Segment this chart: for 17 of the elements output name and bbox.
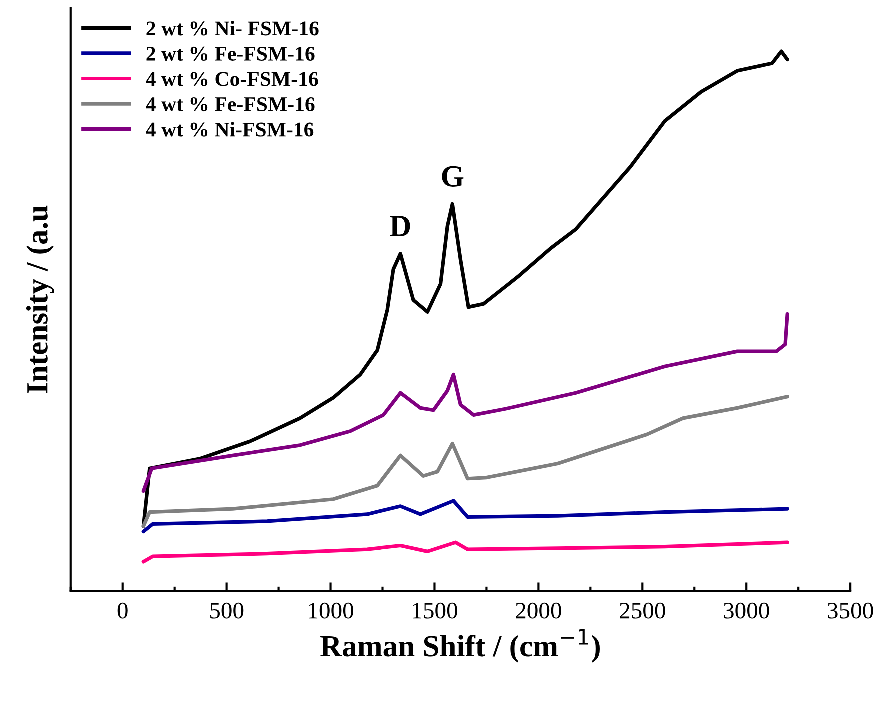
x-tick-label: 3000 xyxy=(724,602,770,619)
x-tick-label: 1500 xyxy=(413,602,458,619)
legend-label: 4 wt % Ni-FSM-16 xyxy=(146,122,314,137)
legend-label: 2 wt % Fe-FSM-16 xyxy=(146,46,315,62)
y-axis-title: Intensity / (a.u xyxy=(26,206,54,394)
x-tick-label: 1000 xyxy=(309,602,354,619)
x-tick-label: 3500 xyxy=(828,602,874,619)
x-tick-label: 500 xyxy=(210,602,244,619)
x-tick-label: 0 xyxy=(118,602,128,619)
legend-label: 2 wt % Ni- FSM-16 xyxy=(146,21,319,36)
x-tick-label: 2500 xyxy=(620,602,666,619)
legend-label: 4 wt % Fe-FSM-16 xyxy=(146,97,315,112)
annotation: D xyxy=(390,216,410,236)
legend-label: 4 wt % Co-FSM-16 xyxy=(146,72,318,86)
x-tick-label: 2000 xyxy=(516,602,562,619)
x-axis-title: Raman Shift / (cm$^{−1}$) xyxy=(320,629,600,663)
annotation: G xyxy=(442,166,464,187)
